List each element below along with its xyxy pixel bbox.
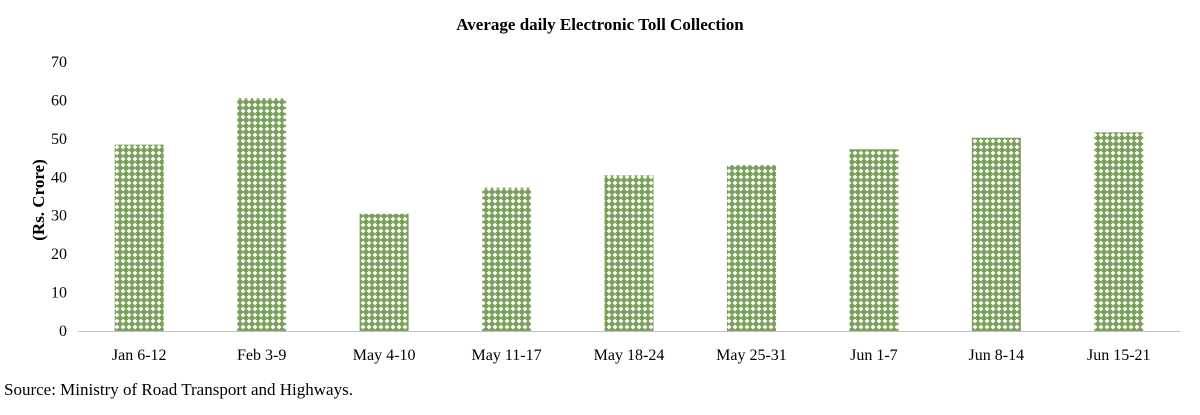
source-note: Source: Ministry of Road Transport and H…	[4, 380, 353, 399]
x-tick-label: May 25-31	[716, 347, 787, 364]
bars	[114, 98, 1144, 331]
bar	[114, 144, 164, 331]
x-axis-ticks: Jan 6-12 Feb 3-9 May 4-10 May 11-17 May 18-2…	[112, 347, 1151, 364]
bar	[971, 137, 1021, 331]
y-tick-label: 70	[51, 54, 67, 71]
bar	[1094, 132, 1144, 331]
bar	[237, 98, 287, 331]
bar	[359, 213, 409, 331]
x-tick-label: May 4-10	[353, 347, 416, 364]
y-tick-label: 30	[51, 208, 67, 225]
x-tick-label: Jun 15-21	[1087, 347, 1151, 364]
bar	[726, 164, 776, 331]
bar	[604, 175, 654, 331]
y-tick-label: 20	[51, 246, 67, 263]
y-axis-ticks: 0 10 20 30 40 50 60 70	[51, 54, 67, 340]
bar	[482, 187, 532, 331]
y-axis-label: (Rs. Crore)	[29, 159, 48, 241]
x-tick-label: Feb 3-9	[237, 347, 286, 364]
x-tick-label: Jan 6-12	[112, 347, 167, 364]
y-tick-label: 10	[51, 285, 67, 302]
chart-title: Average daily Electronic Toll Collection	[456, 15, 744, 34]
y-tick-label: 40	[51, 169, 67, 186]
x-tick-label: May 11-17	[472, 347, 542, 364]
x-tick-label: May 18-24	[594, 347, 665, 364]
y-tick-label: 60	[51, 92, 67, 109]
x-tick-label: Jun 1-7	[850, 347, 898, 364]
y-tick-label: 50	[51, 131, 67, 148]
bar	[849, 149, 899, 331]
x-tick-label: Jun 8-14	[969, 347, 1025, 364]
y-tick-label: 0	[59, 323, 67, 340]
